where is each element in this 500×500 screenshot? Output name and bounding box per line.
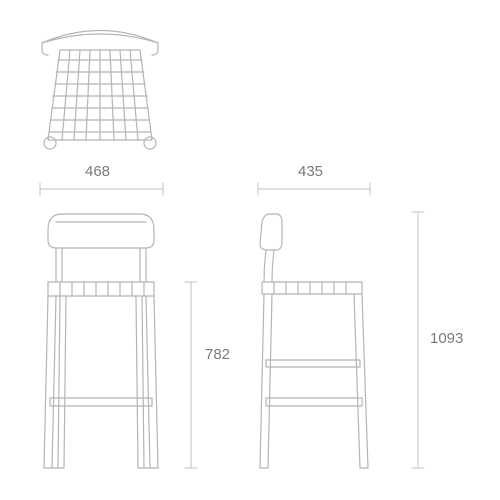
dim-width-front: 468 (85, 163, 110, 180)
dim-total-height: 1093 (430, 330, 463, 347)
front-view (44, 214, 158, 468)
dim-seat-height: 782 (205, 346, 230, 363)
technical-drawing (0, 0, 500, 500)
top-view (42, 31, 158, 150)
dim-width-side: 435 (298, 163, 323, 180)
side-view (260, 214, 368, 468)
